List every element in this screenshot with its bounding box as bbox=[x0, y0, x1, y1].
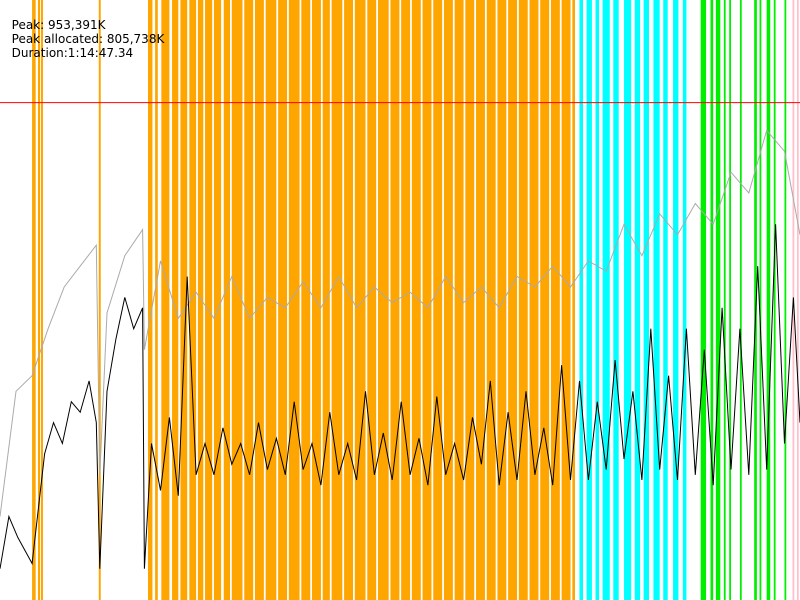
phase-band-orange bbox=[550, 0, 560, 600]
phase-band-orange bbox=[98, 0, 101, 600]
phase-band-green bbox=[723, 0, 726, 600]
phase-band-orange bbox=[312, 0, 321, 600]
phase-band-cyan bbox=[602, 0, 610, 600]
phase-band-orange bbox=[231, 0, 243, 600]
phase-band-orange bbox=[433, 0, 443, 600]
phase-band-orange bbox=[278, 0, 288, 600]
phase-band-orange bbox=[411, 0, 421, 600]
phase-band-orange bbox=[390, 0, 400, 600]
phase-band-pink bbox=[796, 0, 799, 600]
phase-band-orange bbox=[205, 0, 213, 600]
phase-band-orange bbox=[288, 0, 300, 600]
phase-band-cyan bbox=[586, 0, 592, 600]
phase-band-orange bbox=[331, 0, 343, 600]
phase-band-orange bbox=[508, 0, 518, 600]
phase-band-green bbox=[715, 0, 721, 600]
phase-band-orange bbox=[301, 0, 311, 600]
phase-band-cyan bbox=[663, 0, 668, 600]
phase-band-cyan bbox=[634, 0, 641, 600]
phase-band-cyan bbox=[653, 0, 660, 600]
phase-band-orange bbox=[244, 0, 254, 600]
phase-band-orange bbox=[180, 0, 188, 600]
phase-band-orange bbox=[161, 0, 170, 600]
phase-band-orange bbox=[322, 0, 330, 600]
phase-band-orange bbox=[344, 0, 354, 600]
phase-band-orange bbox=[486, 0, 496, 600]
phase-bands bbox=[32, 0, 799, 600]
phase-band-cyan bbox=[673, 0, 679, 600]
phase-band-green bbox=[729, 0, 732, 600]
phase-band-orange bbox=[572, 0, 575, 600]
phase-band-cyan bbox=[579, 0, 584, 600]
phase-band-orange bbox=[454, 0, 464, 600]
phase-band-cyan bbox=[595, 0, 600, 600]
phase-band-orange bbox=[213, 0, 222, 600]
phase-band-orange bbox=[197, 0, 204, 600]
phase-band-orange bbox=[401, 0, 411, 600]
phase-band-cyan bbox=[682, 0, 687, 600]
phase-band-orange bbox=[518, 0, 528, 600]
phase-band-orange bbox=[529, 0, 539, 600]
phase-band-orange bbox=[41, 0, 43, 600]
series-line-black bbox=[0, 224, 800, 569]
series-line-gray bbox=[0, 129, 800, 517]
phase-band-green bbox=[700, 0, 707, 600]
phase-band-orange bbox=[476, 0, 485, 600]
phase-band-orange bbox=[189, 0, 197, 600]
phase-band-orange bbox=[172, 0, 179, 600]
phase-band-orange bbox=[223, 0, 230, 600]
phase-band-green bbox=[773, 0, 776, 600]
phase-band-orange bbox=[37, 0, 41, 600]
phase-band-orange bbox=[561, 0, 571, 600]
phase-band-green bbox=[759, 0, 762, 600]
phase-band-orange bbox=[497, 0, 507, 600]
phase-band-green bbox=[754, 0, 757, 600]
phase-band-orange bbox=[254, 0, 264, 600]
phase-band-orange bbox=[422, 0, 432, 600]
phase-band-orange bbox=[354, 0, 366, 600]
phase-band-orange bbox=[32, 0, 36, 600]
phase-band-cyan bbox=[643, 0, 649, 600]
phase-band-green bbox=[766, 0, 771, 600]
phase-band-orange bbox=[465, 0, 475, 600]
phase-band-orange bbox=[155, 0, 158, 600]
phase-band-green bbox=[710, 0, 714, 600]
phase-band-cyan bbox=[613, 0, 619, 600]
phase-band-orange bbox=[377, 0, 389, 600]
phase-band-orange bbox=[147, 0, 153, 600]
phase-band-orange bbox=[443, 0, 453, 600]
phase-band-orange bbox=[540, 0, 550, 600]
phase-band-green bbox=[739, 0, 742, 600]
phase-band-cyan bbox=[624, 0, 632, 600]
phase-band-green bbox=[784, 0, 787, 600]
phase-band-orange bbox=[367, 0, 377, 600]
